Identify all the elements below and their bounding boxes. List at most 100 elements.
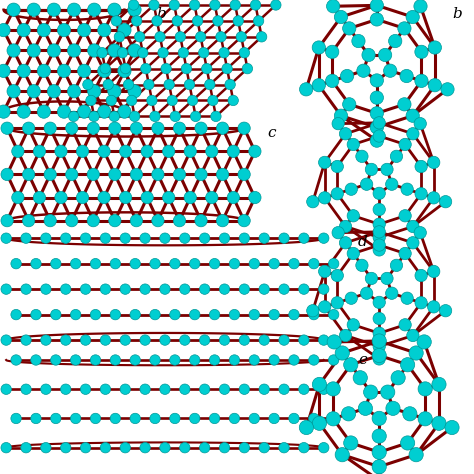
Circle shape (327, 0, 340, 13)
Circle shape (76, 191, 89, 204)
Circle shape (187, 95, 198, 106)
Circle shape (386, 401, 400, 415)
Circle shape (67, 84, 81, 98)
Circle shape (249, 258, 259, 269)
Circle shape (98, 191, 110, 204)
Circle shape (88, 3, 101, 17)
Circle shape (98, 105, 111, 118)
Circle shape (259, 335, 269, 345)
Circle shape (219, 384, 230, 394)
Circle shape (307, 305, 319, 317)
Circle shape (239, 233, 250, 244)
Circle shape (407, 237, 419, 249)
Circle shape (140, 284, 150, 294)
Circle shape (109, 122, 121, 135)
Circle shape (33, 191, 46, 204)
Circle shape (289, 310, 299, 320)
Circle shape (190, 413, 200, 424)
Circle shape (347, 247, 359, 260)
Circle shape (120, 64, 131, 74)
Circle shape (403, 407, 417, 421)
Circle shape (331, 297, 344, 309)
Circle shape (326, 412, 340, 426)
Circle shape (372, 334, 386, 348)
Circle shape (373, 340, 385, 353)
Circle shape (155, 32, 165, 42)
Circle shape (343, 98, 356, 111)
Circle shape (445, 420, 459, 435)
Circle shape (109, 215, 121, 227)
Circle shape (326, 74, 339, 88)
Circle shape (418, 412, 432, 426)
Circle shape (0, 24, 10, 37)
Circle shape (370, 13, 383, 26)
Circle shape (347, 210, 359, 222)
Circle shape (128, 44, 141, 57)
Circle shape (213, 16, 223, 26)
Circle shape (328, 355, 339, 365)
Circle shape (61, 284, 71, 294)
Circle shape (180, 284, 190, 294)
Circle shape (97, 47, 107, 58)
Circle shape (150, 258, 160, 269)
Circle shape (249, 355, 259, 365)
Circle shape (141, 64, 151, 74)
Circle shape (37, 105, 51, 118)
Circle shape (7, 44, 20, 57)
Circle shape (259, 233, 269, 244)
Circle shape (44, 215, 56, 227)
Circle shape (373, 218, 385, 230)
Circle shape (289, 355, 299, 365)
Circle shape (170, 355, 180, 365)
Circle shape (164, 79, 174, 90)
Circle shape (41, 284, 51, 294)
Circle shape (300, 82, 313, 96)
Circle shape (219, 335, 230, 345)
Circle shape (108, 84, 121, 98)
Circle shape (150, 413, 160, 424)
Circle shape (44, 168, 56, 181)
Circle shape (401, 183, 413, 195)
Circle shape (428, 156, 440, 169)
Circle shape (47, 44, 61, 57)
Circle shape (373, 312, 385, 325)
Circle shape (135, 32, 145, 42)
Circle shape (37, 64, 51, 78)
Circle shape (319, 301, 331, 313)
Circle shape (17, 24, 30, 37)
Circle shape (372, 411, 386, 426)
Circle shape (206, 145, 218, 157)
Circle shape (195, 168, 207, 181)
Circle shape (184, 79, 195, 90)
Circle shape (383, 64, 397, 77)
Circle shape (373, 226, 385, 238)
Circle shape (0, 105, 10, 118)
Circle shape (205, 79, 215, 90)
Circle shape (299, 443, 309, 453)
Circle shape (152, 215, 164, 227)
Circle shape (129, 111, 140, 122)
Circle shape (339, 237, 352, 249)
Circle shape (210, 355, 220, 365)
Circle shape (200, 384, 210, 394)
Circle shape (51, 413, 61, 424)
Circle shape (319, 335, 329, 345)
Circle shape (259, 384, 269, 394)
Circle shape (160, 233, 170, 244)
Circle shape (190, 355, 200, 365)
Circle shape (372, 445, 386, 459)
Circle shape (118, 24, 131, 37)
Circle shape (289, 413, 299, 424)
Circle shape (319, 384, 329, 394)
Circle shape (373, 187, 385, 200)
Circle shape (364, 385, 378, 399)
Circle shape (309, 413, 319, 424)
Circle shape (184, 191, 196, 204)
Circle shape (309, 258, 319, 269)
Circle shape (239, 284, 250, 294)
Circle shape (100, 233, 110, 244)
Circle shape (17, 64, 30, 78)
Circle shape (61, 443, 71, 453)
Circle shape (27, 84, 40, 98)
Circle shape (229, 413, 240, 424)
